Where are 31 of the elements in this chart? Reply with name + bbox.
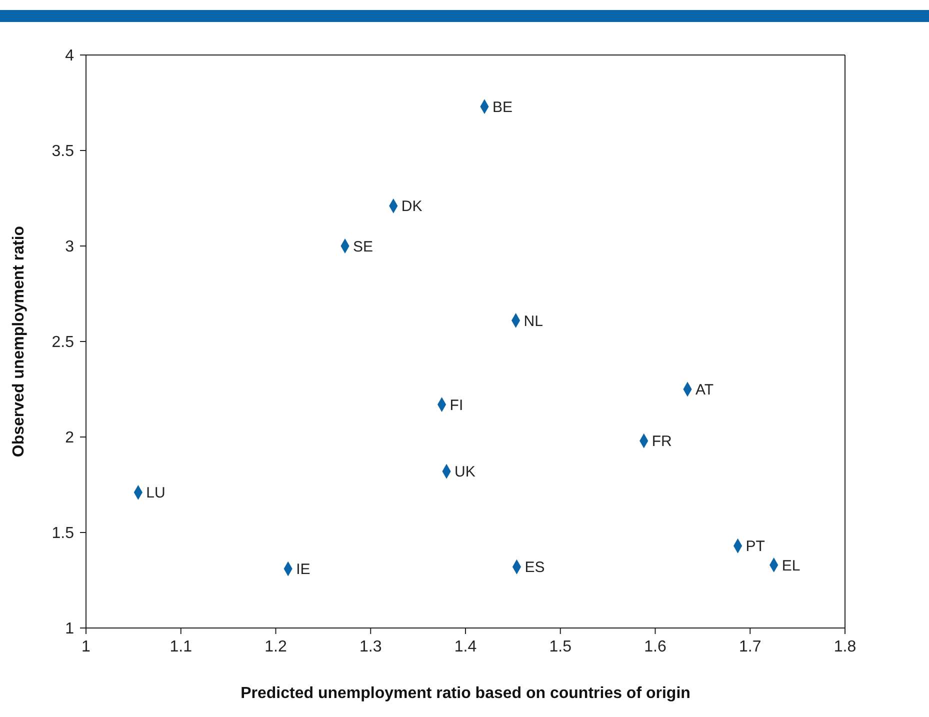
x-tick-label: 1.6 [644,638,666,656]
x-tick-label: 1.4 [454,638,477,656]
annotation: BE [492,98,512,116]
annotation: FI [450,396,464,414]
y-tick-label: 4 [65,48,74,65]
x-tick-label: 1.7 [739,638,762,656]
x-tick-label: 1.2 [264,638,287,656]
x-tick-label: 1.3 [360,638,382,656]
annotation: AT [696,382,714,399]
x-tick-label: 1 [82,638,91,656]
y-tick-label: 1 [65,620,74,638]
y-tick-label: 3 [65,238,74,256]
annotation: IE [296,561,310,578]
annotation: PT [746,538,765,556]
y-tick-label: 1.5 [52,525,74,542]
x-tick-label: 1.8 [834,638,856,656]
y-tick-label: 2 [65,430,74,447]
y-axis-title: Observed unemployment ratio [10,226,28,458]
x-axis-title: Predicted unemployment ratio based on countries of origin [240,685,690,702]
annotation: EL [782,557,800,574]
annotation: FR [652,433,672,450]
annotation: DK [401,198,422,216]
annotation: LU [146,484,166,502]
annotation: SE [353,238,374,256]
annotation: ES [524,559,545,576]
x-tick-label: 1.5 [549,638,572,656]
y-tick-label: 3.5 [52,143,74,160]
annotation: NL [524,312,543,330]
x-tick-label: 1.1 [170,638,192,656]
y-tick-label: 2.5 [52,334,74,352]
annotation: UK [454,464,476,481]
